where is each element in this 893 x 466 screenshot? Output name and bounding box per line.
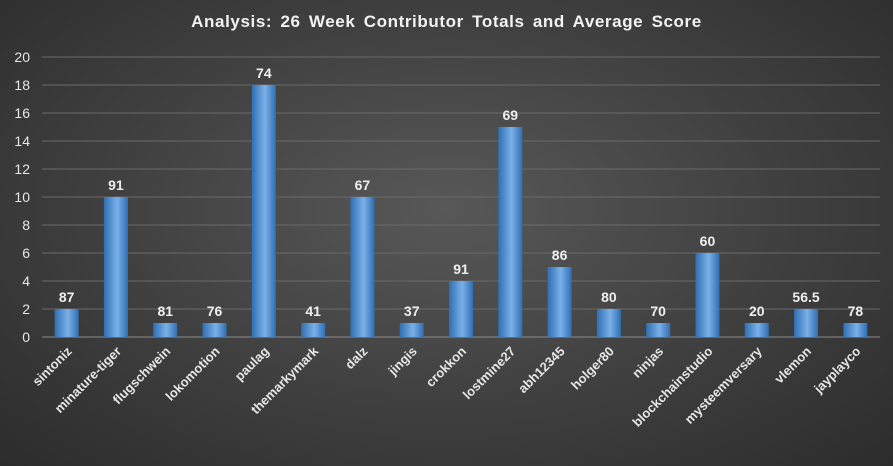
data-label: 74 <box>256 65 272 81</box>
y-axis-ticks: 0 2 4 6 8 10 12 14 16 18 20 <box>14 49 30 345</box>
bar <box>399 323 424 337</box>
y-tick-label: 18 <box>14 77 30 93</box>
x-category-label: jingis <box>385 344 420 379</box>
bar <box>498 127 523 337</box>
chart-title: Analysis: 26 Week Contributor Totals and… <box>191 12 702 31</box>
bar <box>251 85 276 337</box>
data-label: 87 <box>59 289 75 305</box>
data-labels: 87 91 81 76 74 41 67 37 91 69 86 80 70 60 20 56.5 78 <box>59 65 863 319</box>
bar <box>646 323 671 337</box>
bars <box>54 85 868 337</box>
y-tick-label: 14 <box>14 133 30 149</box>
bar <box>695 253 720 337</box>
data-label: 91 <box>108 177 124 193</box>
y-tick-label: 16 <box>14 105 30 121</box>
y-tick-label: 20 <box>14 49 30 65</box>
data-label: 78 <box>848 303 864 319</box>
y-tick-label: 10 <box>14 189 30 205</box>
x-category-label: vlemon <box>771 343 814 386</box>
data-label: 81 <box>157 303 173 319</box>
bar <box>744 323 769 337</box>
bar <box>794 309 819 337</box>
data-label: 76 <box>207 303 223 319</box>
y-tick-label: 6 <box>22 245 30 261</box>
bar <box>54 309 79 337</box>
bar <box>103 197 128 337</box>
x-category-label: sintoniz <box>29 343 75 389</box>
data-label: 41 <box>305 303 321 319</box>
bar <box>153 323 178 337</box>
x-category-label: crokkon <box>423 343 469 389</box>
x-category-label: paulag <box>232 343 272 383</box>
bar <box>301 323 326 337</box>
bar <box>202 323 227 337</box>
bar <box>843 323 868 337</box>
x-category-label: holger80 <box>568 344 617 393</box>
y-tick-label: 8 <box>22 217 30 233</box>
y-tick-label: 4 <box>22 273 30 289</box>
x-axis-categories: sintonizminature-tigerflugschweinlokomot… <box>29 343 863 430</box>
y-tick-label: 12 <box>14 161 30 177</box>
data-label: 91 <box>453 261 469 277</box>
data-label: 80 <box>601 289 617 305</box>
y-tick-label: 2 <box>22 301 30 317</box>
bar <box>350 197 375 337</box>
data-label: 86 <box>552 247 568 263</box>
data-label: 67 <box>355 177 371 193</box>
bar <box>596 309 621 337</box>
data-label: 56.5 <box>792 289 819 305</box>
x-category-label: ninjas <box>629 344 666 381</box>
data-label: 69 <box>503 107 519 123</box>
bar <box>547 267 572 337</box>
data-label: 37 <box>404 303 420 319</box>
x-category-label: abh12345 <box>515 344 568 397</box>
x-category-label: dalz <box>342 343 371 372</box>
x-category-label: lostmine27 <box>460 344 519 403</box>
data-label: 20 <box>749 303 765 319</box>
x-category-label: jayplayco <box>810 343 863 396</box>
bar <box>449 281 473 337</box>
y-tick-label: 0 <box>22 329 30 345</box>
data-label: 60 <box>700 233 716 249</box>
data-label: 70 <box>650 303 666 319</box>
